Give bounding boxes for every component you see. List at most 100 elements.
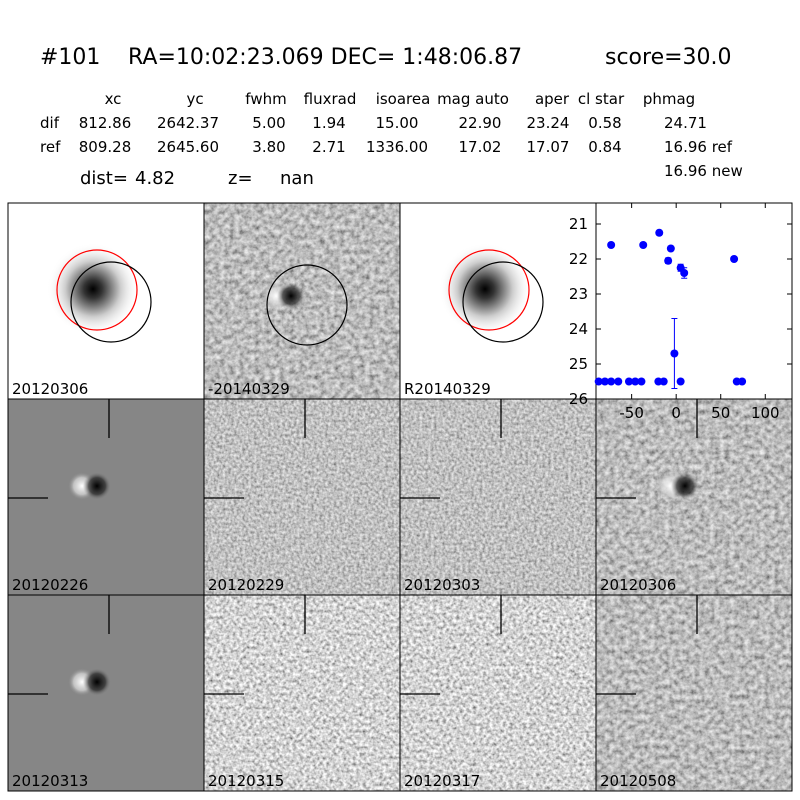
- cutout: [204, 399, 400, 595]
- point: [600, 377, 609, 386]
- column-header: phmag: [643, 90, 695, 108]
- image-panel: 20120315: [203, 594, 401, 792]
- panel-label: 20120306: [600, 576, 676, 594]
- table-cell: 17.07: [527, 138, 570, 156]
- point: [639, 241, 648, 249]
- noise: [204, 399, 400, 595]
- background: [8, 399, 204, 595]
- image-panel: 20120306: [595, 398, 793, 596]
- image-panel: 20120317: [399, 594, 597, 792]
- image-panel: 20120508: [595, 594, 793, 792]
- table-cell: 2645.60: [157, 138, 219, 156]
- z-label: z=: [228, 168, 253, 189]
- image-panel: -20140329: [203, 202, 401, 400]
- panel-label: 20120313: [12, 772, 88, 790]
- cutout: [8, 399, 204, 595]
- column-header: mag auto: [437, 90, 509, 108]
- cutout: [204, 595, 400, 791]
- y-tick-label: 23: [569, 285, 588, 303]
- negative-lobe: [277, 282, 305, 310]
- table-cell: 2.71: [312, 138, 345, 156]
- black-circle: [266, 264, 348, 346]
- image-panel: 20120306: [7, 202, 205, 400]
- table-cell: 1.94: [312, 114, 345, 132]
- column-header: yc: [186, 90, 203, 108]
- table-cell: 15.00: [376, 114, 419, 132]
- point: [659, 377, 668, 386]
- table-cell: 3.80: [252, 138, 285, 156]
- y-tick-label: 22: [569, 250, 588, 268]
- table-cell: 0.58: [588, 114, 621, 132]
- table-cell: 1336.00: [366, 138, 428, 156]
- row-label: ref: [40, 138, 61, 156]
- cutout: [596, 595, 792, 791]
- y-tick-label: 21: [569, 215, 588, 233]
- y-tick-label: 24: [569, 320, 588, 338]
- dist-value: 4.82: [135, 168, 175, 189]
- dist-label: dist=: [80, 168, 128, 189]
- table-cell: 0.84: [588, 138, 621, 156]
- image-panel: 20120313: [7, 594, 205, 792]
- cutout: [596, 399, 792, 595]
- point: [637, 377, 646, 386]
- table-cell: 24.71: [664, 114, 707, 132]
- noise: [400, 399, 596, 595]
- x-tick-label: 100: [751, 404, 780, 422]
- source: [47, 243, 139, 335]
- source-id: #101: [40, 45, 100, 70]
- score: score=30.0: [605, 45, 732, 70]
- point: [655, 228, 664, 237]
- table-cell: 17.02: [459, 138, 502, 156]
- row-label: dif: [40, 114, 60, 132]
- point: [676, 377, 685, 386]
- point: [614, 377, 623, 386]
- point: [738, 377, 747, 386]
- point: [670, 349, 679, 358]
- source: [439, 243, 531, 335]
- noise: [596, 595, 792, 791]
- cutout: [8, 595, 204, 791]
- negative-lobe: [83, 472, 111, 500]
- panel-label: 20120317: [404, 772, 480, 790]
- image-panel: R20140329: [399, 202, 597, 400]
- point: [607, 241, 616, 249]
- column-header: fluxrad: [304, 90, 357, 108]
- red-circle: [56, 249, 138, 331]
- table-cell: 22.90: [459, 114, 502, 132]
- column-header: aper: [535, 90, 570, 108]
- table-cell: 2642.37: [157, 114, 219, 132]
- panel-label: 20120226: [12, 576, 88, 594]
- black-circle: [70, 261, 152, 343]
- point: [730, 255, 739, 263]
- point: [666, 244, 675, 253]
- negative-lobe: [671, 472, 699, 500]
- panel-label: R20140329: [404, 380, 491, 398]
- table-cell: 5.00: [252, 114, 285, 132]
- coordinates: RA=10:02:23.069 DEC= 1:48:06.87: [128, 45, 522, 70]
- table-cell: 812.86: [79, 114, 132, 132]
- background: [8, 595, 204, 791]
- panel-label: -20140329: [208, 380, 290, 398]
- plot-area: [595, 202, 793, 400]
- point: [631, 377, 640, 386]
- cutout: [204, 203, 400, 399]
- x-tick-label: 0: [671, 404, 681, 422]
- panel-label: 20120303: [404, 576, 480, 594]
- cutout: [8, 203, 204, 399]
- noise: [596, 399, 792, 595]
- point: [624, 377, 633, 386]
- panel-label: 20120229: [208, 576, 284, 594]
- column-header: fwhm: [245, 90, 286, 108]
- point: [607, 377, 616, 386]
- table-cell: 809.28: [79, 138, 132, 156]
- image-panel: 20120229: [203, 398, 401, 596]
- panel-label: 20120306: [12, 380, 88, 398]
- cutout: [400, 399, 596, 595]
- point: [680, 269, 689, 277]
- panel-label: 20120508: [600, 772, 676, 790]
- y-tick-label: 26: [569, 390, 588, 408]
- black-circle: [462, 261, 544, 343]
- x-tick-label: -50: [619, 404, 644, 422]
- noise: [204, 595, 400, 791]
